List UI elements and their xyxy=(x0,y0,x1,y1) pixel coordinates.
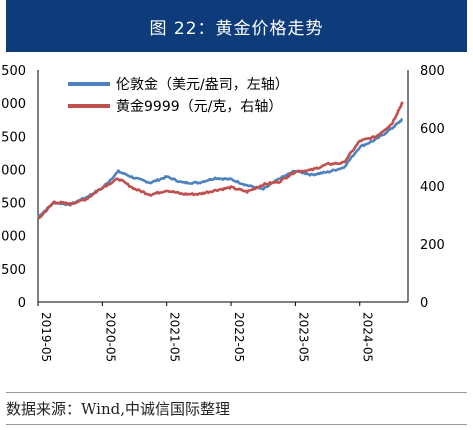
figure-title: 图 22：黄金价格走势 xyxy=(149,18,324,39)
right-tick-label: 0 xyxy=(420,296,428,311)
right-tick-label: 800 xyxy=(420,64,445,79)
left-tick-label: 500 xyxy=(1,263,26,278)
divider-top xyxy=(6,392,467,393)
gold-price-chart: 0 500 1000 1500 2000 2500 3000 3500 0 200 400 600 80… xyxy=(0,64,445,362)
left-tick-label: 1000 xyxy=(0,230,26,245)
x-tick-label: 2024-05 xyxy=(361,312,375,362)
left-tick-label: 2000 xyxy=(0,163,26,178)
right-tick-label: 200 xyxy=(420,238,445,253)
x-tick-label: 2020-05 xyxy=(103,312,117,362)
left-tick-label: 1500 xyxy=(0,197,26,212)
series-line-london-gold xyxy=(37,117,404,218)
left-tick-label: 2500 xyxy=(0,130,26,145)
x-tick-label: 2022-05 xyxy=(232,312,246,362)
legend-label: 黄金9999（元/克，右轴） xyxy=(116,98,282,115)
divider-bottom xyxy=(6,424,467,425)
right-tick-label: 600 xyxy=(420,122,445,137)
right-tick-label: 400 xyxy=(420,180,445,195)
series-line-gold-9999 xyxy=(37,101,404,220)
figure-title-bar: 图 22：黄金价格走势 xyxy=(6,0,467,52)
x-tick-label: 2023-05 xyxy=(296,312,310,362)
left-tick-label: 3000 xyxy=(0,97,26,112)
source-note: 数据来源：Wind,中诚信国际整理 xyxy=(6,400,230,418)
left-tick-label: 3500 xyxy=(0,64,26,79)
legend-label: 伦敦金（美元/盎司，左轴） xyxy=(116,77,289,93)
left-tick-label: 0 xyxy=(18,296,26,311)
x-tick-label: 2021-05 xyxy=(168,312,182,362)
x-tick-label: 2019-05 xyxy=(39,312,53,362)
chart-area: 0 500 1000 1500 2000 2500 3000 3500 0 200 400 600 80… xyxy=(0,52,473,390)
